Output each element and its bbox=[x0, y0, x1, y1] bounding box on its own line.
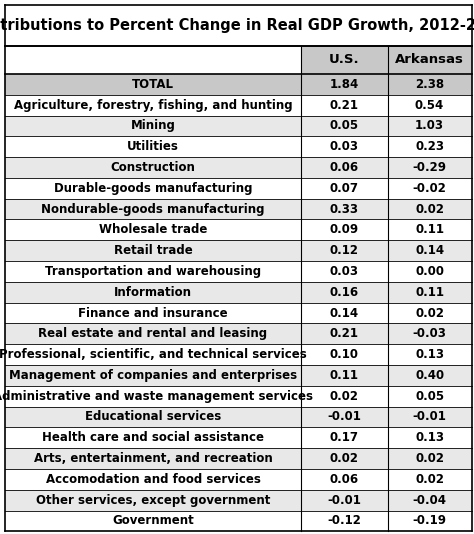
Text: Agriculture, forestry, fishing, and hunting: Agriculture, forestry, fishing, and hunt… bbox=[14, 99, 292, 112]
Bar bbox=[5, 365, 472, 386]
Text: 0.02: 0.02 bbox=[330, 452, 359, 465]
Bar bbox=[301, 46, 388, 74]
Bar bbox=[388, 46, 472, 74]
Text: -0.19: -0.19 bbox=[412, 514, 447, 528]
Bar bbox=[5, 178, 472, 199]
Text: 0.14: 0.14 bbox=[330, 307, 359, 319]
Text: U.S.: U.S. bbox=[329, 53, 360, 66]
Text: Utilities: Utilities bbox=[127, 140, 179, 153]
Text: 1.03: 1.03 bbox=[415, 120, 444, 132]
Text: 0.17: 0.17 bbox=[330, 431, 359, 444]
Text: 0.00: 0.00 bbox=[415, 265, 444, 278]
Text: 0.02: 0.02 bbox=[415, 452, 444, 465]
Text: 0.03: 0.03 bbox=[330, 140, 359, 153]
Text: 1.84: 1.84 bbox=[330, 78, 359, 91]
Text: Retail trade: Retail trade bbox=[114, 244, 192, 257]
Text: Information: Information bbox=[114, 286, 192, 299]
Bar bbox=[5, 199, 472, 219]
Text: -0.03: -0.03 bbox=[413, 327, 447, 340]
Bar bbox=[5, 490, 472, 511]
Text: 0.21: 0.21 bbox=[330, 327, 359, 340]
Text: 2.38: 2.38 bbox=[415, 78, 444, 91]
Bar bbox=[5, 344, 472, 365]
Bar bbox=[5, 136, 472, 157]
Text: 0.13: 0.13 bbox=[415, 431, 444, 444]
Bar bbox=[5, 115, 472, 136]
Text: 0.02: 0.02 bbox=[415, 202, 444, 216]
Bar bbox=[5, 386, 472, 406]
Text: Arts, entertainment, and recreation: Arts, entertainment, and recreation bbox=[34, 452, 273, 465]
Text: 0.11: 0.11 bbox=[330, 369, 359, 382]
Text: -0.02: -0.02 bbox=[413, 182, 447, 195]
Text: Construction: Construction bbox=[110, 161, 195, 174]
Text: Administrative and waste management services: Administrative and waste management serv… bbox=[0, 390, 313, 403]
Text: Health care and social assistance: Health care and social assistance bbox=[42, 431, 264, 444]
Bar bbox=[5, 427, 472, 448]
Text: 0.02: 0.02 bbox=[415, 307, 444, 319]
Text: 0.02: 0.02 bbox=[415, 473, 444, 486]
Text: -0.04: -0.04 bbox=[412, 493, 447, 507]
Bar bbox=[5, 46, 301, 74]
Text: Mining: Mining bbox=[130, 120, 175, 132]
Text: -0.01: -0.01 bbox=[328, 493, 361, 507]
Text: 0.06: 0.06 bbox=[330, 473, 359, 486]
Text: Contributions to Percent Change in Real GDP Growth, 2012-2013: Contributions to Percent Change in Real … bbox=[0, 18, 474, 33]
Text: Educational services: Educational services bbox=[85, 411, 221, 423]
Text: Transportation and warehousing: Transportation and warehousing bbox=[45, 265, 261, 278]
Text: -0.01: -0.01 bbox=[413, 411, 447, 423]
Text: Government: Government bbox=[112, 514, 194, 528]
Text: Nondurable-goods manufacturing: Nondurable-goods manufacturing bbox=[41, 202, 264, 216]
Text: Real estate and rental and leasing: Real estate and rental and leasing bbox=[38, 327, 267, 340]
Text: TOTAL: TOTAL bbox=[132, 78, 174, 91]
Bar bbox=[5, 511, 472, 531]
Text: 0.54: 0.54 bbox=[415, 99, 444, 112]
Text: Wholesale trade: Wholesale trade bbox=[99, 223, 207, 237]
Text: Professional, scientific, and technical services: Professional, scientific, and technical … bbox=[0, 348, 307, 361]
Bar bbox=[5, 303, 472, 324]
Bar bbox=[5, 219, 472, 240]
Text: Management of companies and enterprises: Management of companies and enterprises bbox=[9, 369, 297, 382]
Text: 0.21: 0.21 bbox=[330, 99, 359, 112]
Text: 0.05: 0.05 bbox=[415, 390, 444, 403]
Bar bbox=[5, 324, 472, 344]
Text: -0.01: -0.01 bbox=[328, 411, 361, 423]
Text: 0.07: 0.07 bbox=[330, 182, 359, 195]
Bar bbox=[5, 448, 472, 469]
Text: 0.12: 0.12 bbox=[330, 244, 359, 257]
Text: 0.40: 0.40 bbox=[415, 369, 444, 382]
Text: 0.09: 0.09 bbox=[330, 223, 359, 237]
Text: -0.29: -0.29 bbox=[412, 161, 447, 174]
Bar bbox=[5, 157, 472, 178]
Text: Other services, except government: Other services, except government bbox=[36, 493, 270, 507]
Text: 0.03: 0.03 bbox=[330, 265, 359, 278]
Text: 0.33: 0.33 bbox=[330, 202, 359, 216]
Text: 0.10: 0.10 bbox=[330, 348, 359, 361]
Text: 0.06: 0.06 bbox=[330, 161, 359, 174]
Text: 0.14: 0.14 bbox=[415, 244, 444, 257]
Text: 0.02: 0.02 bbox=[330, 390, 359, 403]
Bar bbox=[5, 5, 472, 46]
Text: Arkansas: Arkansas bbox=[395, 53, 464, 66]
Bar bbox=[5, 261, 472, 282]
Text: Finance and insurance: Finance and insurance bbox=[78, 307, 228, 319]
Text: 0.13: 0.13 bbox=[415, 348, 444, 361]
Text: 0.11: 0.11 bbox=[415, 286, 444, 299]
Bar bbox=[5, 95, 472, 115]
Bar bbox=[5, 74, 472, 95]
Text: Accomodation and food services: Accomodation and food services bbox=[46, 473, 260, 486]
Bar bbox=[5, 469, 472, 490]
Text: 0.23: 0.23 bbox=[415, 140, 444, 153]
Text: 0.05: 0.05 bbox=[330, 120, 359, 132]
Text: 0.11: 0.11 bbox=[415, 223, 444, 237]
Text: Durable-goods manufacturing: Durable-goods manufacturing bbox=[54, 182, 252, 195]
Text: 0.16: 0.16 bbox=[330, 286, 359, 299]
Bar bbox=[5, 282, 472, 303]
Bar bbox=[5, 406, 472, 427]
Bar bbox=[5, 240, 472, 261]
Text: -0.12: -0.12 bbox=[328, 514, 361, 528]
